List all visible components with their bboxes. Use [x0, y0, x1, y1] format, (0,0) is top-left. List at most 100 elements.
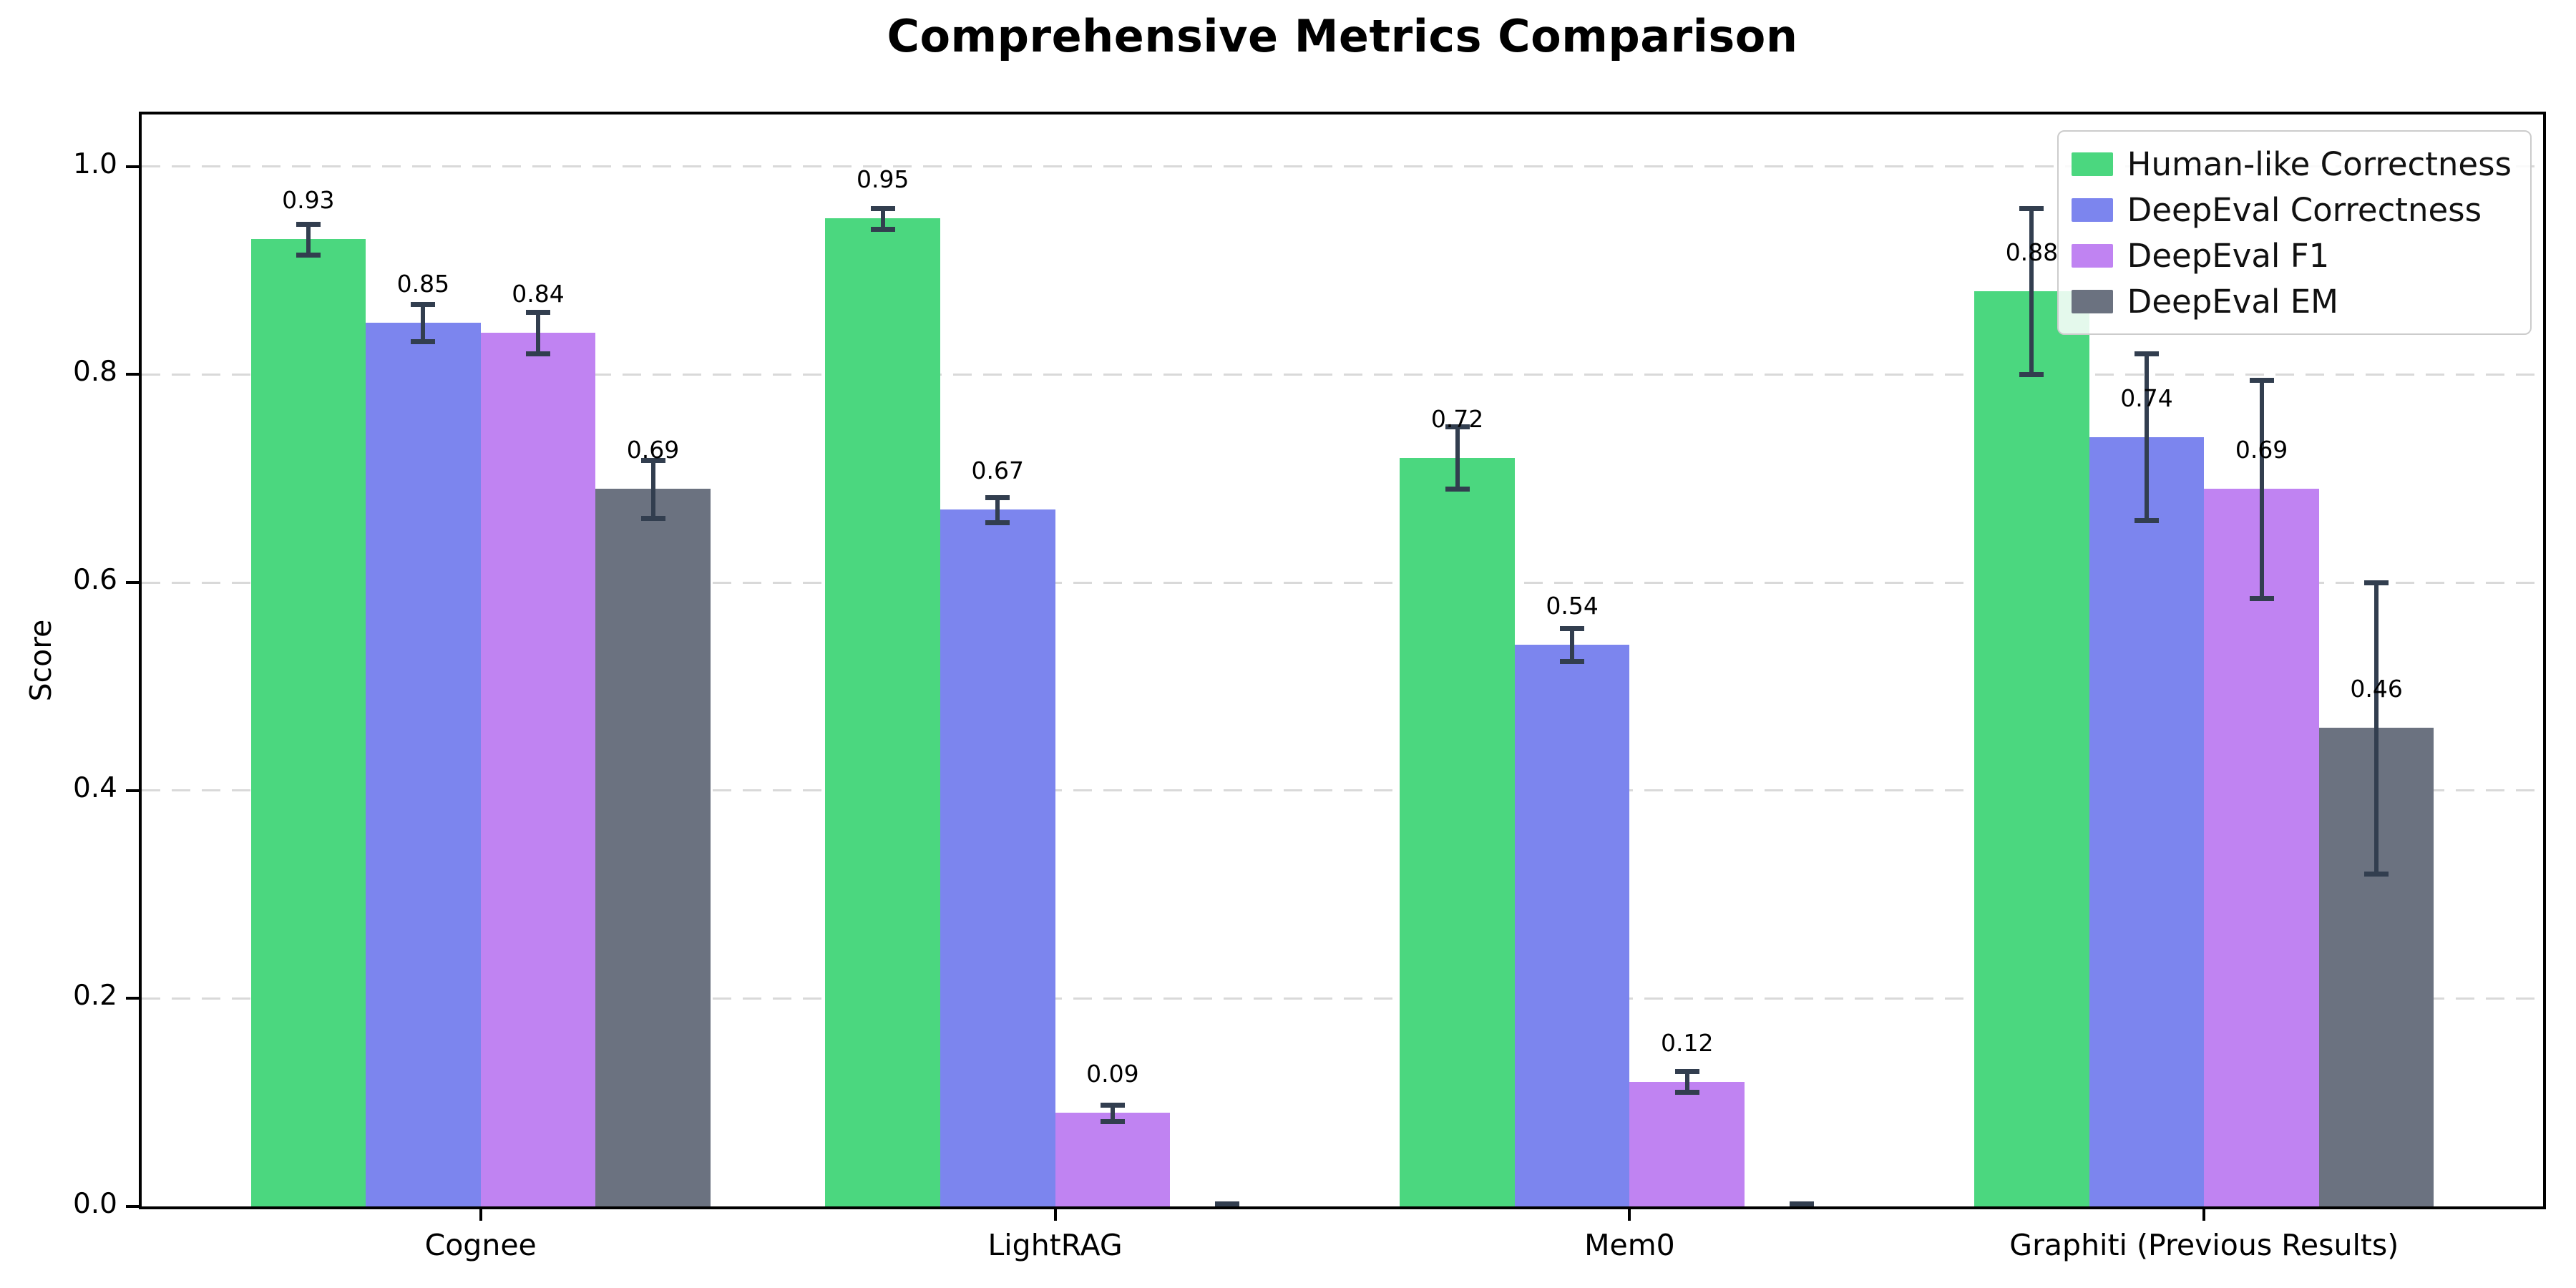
y-tick-label: 0.0 [72, 1188, 117, 1220]
error-bar-line [535, 312, 540, 354]
error-bar-cap-bottom [296, 253, 321, 258]
y-tick-mark [126, 1205, 140, 1208]
bar [1514, 645, 1630, 1206]
grid-line [142, 997, 2543, 1000]
y-tick-mark [126, 581, 140, 584]
legend-swatch [2071, 152, 2113, 176]
legend-label: Human-like Correctness [2127, 145, 2512, 183]
error-bar-line [306, 223, 311, 255]
error-bar-cap-top [296, 221, 321, 227]
error-bar-cap-top [1674, 1069, 1699, 1075]
error-bar-line [2374, 582, 2379, 874]
error-bar-line [2029, 208, 2034, 375]
bar [825, 218, 940, 1206]
error-bar-cap-top [870, 205, 895, 211]
error-bar-cap-bottom [411, 338, 436, 344]
bar-value-label: 0.54 [1546, 592, 1599, 620]
y-tick-mark [126, 789, 140, 792]
error-bar-cap-top [1100, 1102, 1125, 1108]
error-bar-line [880, 208, 885, 229]
plot-inner: Human-like Correctness DeepEval Correctne… [142, 114, 2543, 1206]
y-tick-label: 0.2 [72, 980, 117, 1013]
error-bar-line [650, 459, 655, 518]
bar [1974, 291, 2089, 1206]
bar-value-label: 0.12 [1660, 1028, 1714, 1057]
error-bar-cap-bottom [2249, 595, 2274, 601]
error-bar-line [995, 497, 1000, 522]
bar [2204, 489, 2319, 1206]
x-tick-mark [479, 1209, 482, 1221]
error-bar-cap-top [1560, 625, 1585, 631]
bar [366, 322, 481, 1206]
error-bar-cap-top [640, 457, 665, 463]
legend-item: Human-like Correctness [2071, 143, 2512, 185]
grid-line [142, 789, 2543, 792]
error-bar-cap-bottom [1674, 1090, 1699, 1096]
chart-title: Comprehensive Metrics Comparison [887, 10, 1798, 62]
bar-value-label: 0.72 [1430, 404, 1484, 433]
error-bar-cap-bottom [1445, 487, 1470, 492]
error-bar-line [2145, 353, 2150, 520]
bar-value-label: 0.67 [971, 457, 1024, 485]
bar [480, 333, 596, 1206]
bar-value-label: 0.95 [856, 165, 909, 194]
error-bar-cap-bottom [985, 519, 1010, 525]
y-tick-mark [126, 165, 140, 168]
error-bar-cap-bottom [1560, 659, 1585, 665]
bar [2089, 436, 2205, 1206]
error-bar-cap-top [411, 301, 436, 307]
error-bar-line [1570, 628, 1575, 662]
error-bar-line [1684, 1071, 1689, 1093]
y-tick-label: 0.8 [72, 356, 117, 389]
error-bar-cap-top [2019, 205, 2044, 211]
legend-item: DeepEval EM [2071, 280, 2512, 322]
bar [940, 509, 1055, 1206]
error-bar-cap-bottom [2019, 372, 2044, 378]
legend-label: DeepEval EM [2127, 282, 2338, 321]
bar-value-label: 0.93 [282, 186, 335, 215]
legend-swatch [2071, 243, 2113, 268]
bar [1629, 1081, 1745, 1206]
error-bar-cap-bottom [2135, 517, 2160, 523]
x-tick-label: Cognee [424, 1228, 537, 1262]
grid-line [142, 373, 2543, 376]
error-bar-cap-top [1790, 1201, 1815, 1206]
y-tick-label: 0.4 [72, 771, 117, 804]
x-tick-mark [2202, 1209, 2206, 1221]
error-bar-cap-top [525, 310, 550, 316]
y-tick-label: 1.0 [72, 147, 117, 180]
grid-line [142, 581, 2543, 584]
legend-swatch [2071, 197, 2113, 222]
legend-item: DeepEval F1 [2071, 235, 2512, 276]
y-tick-label: 0.6 [72, 564, 117, 596]
legend-label: DeepEval F1 [2127, 236, 2330, 275]
bar-value-label: 0.69 [2235, 436, 2288, 464]
bar-value-label: 0.85 [396, 269, 450, 298]
legend: Human-like Correctness DeepEval Correctne… [2057, 130, 2532, 335]
error-bar-cap-top [1445, 424, 1470, 429]
error-bar-cap-bottom [1100, 1118, 1125, 1124]
error-bar-cap-bottom [870, 226, 895, 232]
error-bar-line [2259, 379, 2264, 598]
error-bar-cap-top [1215, 1201, 1240, 1206]
error-bar-cap-top [2364, 580, 2389, 585]
grid-line [142, 165, 2543, 168]
x-tick-mark [1053, 1209, 1057, 1221]
y-tick-mark [126, 997, 140, 1000]
bar-value-label: 0.74 [2120, 384, 2173, 412]
bar [1400, 457, 1515, 1206]
x-tick-label: Mem0 [1584, 1228, 1675, 1262]
plot-area: Human-like Correctness DeepEval Correctne… [139, 112, 2546, 1209]
bar-value-label: 0.09 [1086, 1060, 1139, 1088]
error-bar-cap-bottom [640, 515, 665, 521]
error-bar-cap-bottom [2364, 871, 2389, 877]
bar-value-label: 0.69 [626, 436, 680, 464]
bar-value-label: 0.46 [2350, 675, 2403, 703]
error-bar-line [1110, 1104, 1115, 1121]
legend-item: DeepEval Correctness [2071, 189, 2512, 230]
x-tick-mark [1628, 1209, 1631, 1221]
error-bar-line [1455, 426, 1460, 489]
y-axis-label: Score [24, 619, 58, 702]
bar [250, 239, 366, 1206]
